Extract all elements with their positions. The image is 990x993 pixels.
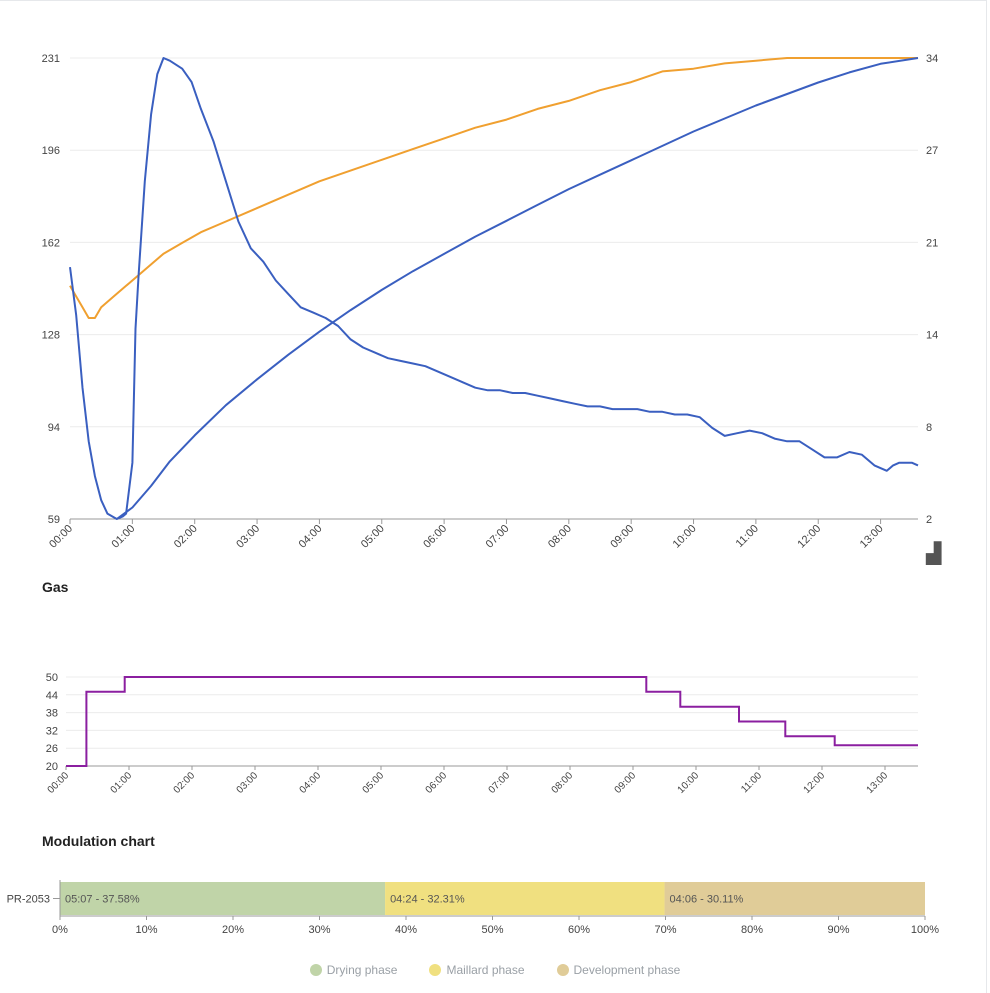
legend-swatch-icon <box>309 964 322 976</box>
x-tick-label: 06:00 <box>421 523 449 551</box>
legend-swatch-icon <box>556 964 569 976</box>
x-tick-label: 09:00 <box>608 523 636 551</box>
y-left-tick-label: 162 <box>42 237 60 249</box>
x-tick-label: 00:00 <box>46 770 72 796</box>
x-tick-label: 01:00 <box>109 770 135 796</box>
x-tick-label: 01:00 <box>110 523 138 551</box>
y-left-tick-label: 196 <box>42 145 60 157</box>
y-right-tick-label: 21 <box>926 237 938 249</box>
phase-bar-segment <box>385 882 665 915</box>
gas-chart-title: Gas <box>42 579 69 595</box>
y-tick-label: 26 <box>46 743 58 755</box>
phase-bar-label: 05:07 - 37.58% <box>65 894 140 906</box>
phase-bar-segment <box>60 882 386 915</box>
brand-logo-icon: ▟ <box>926 543 942 565</box>
legend-label: Development phase <box>573 963 681 977</box>
legend-label: Maillard phase <box>446 963 525 977</box>
x-tick-label: 05:00 <box>361 770 387 796</box>
category-label: PR-2053 <box>7 894 50 906</box>
x-tick-label: 10:00 <box>671 523 699 551</box>
x-tick-label: 40% <box>395 924 417 936</box>
legend-item[interactable]: Drying phase <box>309 963 398 977</box>
x-tick-label: 0% <box>52 924 68 936</box>
y-tick-label: 50 <box>46 672 58 684</box>
phase-bar-segment <box>664 882 925 915</box>
x-tick-label: 07:00 <box>487 770 513 796</box>
y-right-tick-label: 34 <box>926 53 938 65</box>
x-tick-label: 100% <box>911 924 939 936</box>
legend-label: Drying phase <box>326 963 398 977</box>
x-tick-label: 10% <box>135 924 157 936</box>
y-tick-label: 32 <box>46 725 58 737</box>
x-tick-label: 05:00 <box>359 523 387 551</box>
roast-curve-chart: 59 94 128 162 196 231 2 8 14 21 27 34 00:00 01:00 02:0… <box>42 53 939 551</box>
x-tick-label: 12:00 <box>795 523 823 551</box>
x-tick-label: 13:00 <box>858 523 886 551</box>
x-tick-label: 02:00 <box>172 523 200 551</box>
x-tick-label: 11:00 <box>739 770 764 795</box>
legend-item[interactable]: Development phase <box>556 963 681 977</box>
x-tick-label: 90% <box>827 924 849 936</box>
y-right-tick-label: 2 <box>926 514 932 526</box>
x-tick-label: 13:00 <box>865 770 891 796</box>
x-tick-label: 08:00 <box>546 523 574 551</box>
y-left-tick-label: 231 <box>42 53 60 65</box>
x-tick-label: 80% <box>741 924 763 936</box>
y-left-tick-label: 94 <box>48 422 60 434</box>
y-left-tick-label: 59 <box>48 514 60 526</box>
x-tick-label: 08:00 <box>550 770 576 796</box>
x-tick-label: 07:00 <box>484 523 512 551</box>
y-tick-label: 20 <box>46 761 58 773</box>
legend-item[interactable]: Maillard phase <box>429 963 525 977</box>
x-tick-label: 20% <box>222 924 244 936</box>
x-tick-label: 00:00 <box>47 523 75 551</box>
x-tick-label: 03:00 <box>234 523 262 551</box>
modulation-legend: Drying phase Maillard phase Development ph… <box>0 963 990 977</box>
x-tick-label: 02:00 <box>172 770 198 796</box>
y-left-tick-label: 128 <box>42 330 60 342</box>
x-tick-label: 60% <box>568 924 590 936</box>
series-line <box>69 57 919 520</box>
x-tick-label: 50% <box>481 924 503 936</box>
y-tick-label: 38 <box>46 708 58 720</box>
x-tick-label: 70% <box>654 924 676 936</box>
y-right-tick-label: 14 <box>926 330 938 342</box>
phase-bar-label: 04:06 - 30.11% <box>670 894 744 906</box>
modulation-chart: 05:07 - 37.58% 04:24 - 32.31% 04:06 - 30.1… <box>7 880 939 936</box>
x-tick-label: 12:00 <box>802 770 828 796</box>
series-line <box>69 57 918 319</box>
gas-step-line <box>66 676 918 767</box>
x-tick-label: 04:00 <box>297 523 325 551</box>
legend-swatch-icon <box>429 964 442 976</box>
y-right-tick-label: 27 <box>926 145 938 157</box>
series-line <box>116 57 919 520</box>
y-tick-label: 44 <box>46 690 58 702</box>
x-tick-label: 11:00 <box>734 523 761 550</box>
phase-bar-label: 04:24 - 32.31% <box>390 894 465 906</box>
x-tick-label: 30% <box>308 924 330 936</box>
x-tick-label: 10:00 <box>676 770 702 796</box>
x-tick-label: 04:00 <box>298 770 324 796</box>
y-right-tick-label: 8 <box>926 422 932 434</box>
gas-chart: 20 26 32 38 44 50 00:00 01:00 02:00 03:00 04:00 05:… <box>46 672 918 796</box>
x-tick-label: 06:00 <box>424 770 450 796</box>
modulation-chart-title: Modulation chart <box>42 833 155 849</box>
x-tick-label: 09:00 <box>613 770 639 796</box>
x-tick-label: 03:00 <box>235 770 261 796</box>
